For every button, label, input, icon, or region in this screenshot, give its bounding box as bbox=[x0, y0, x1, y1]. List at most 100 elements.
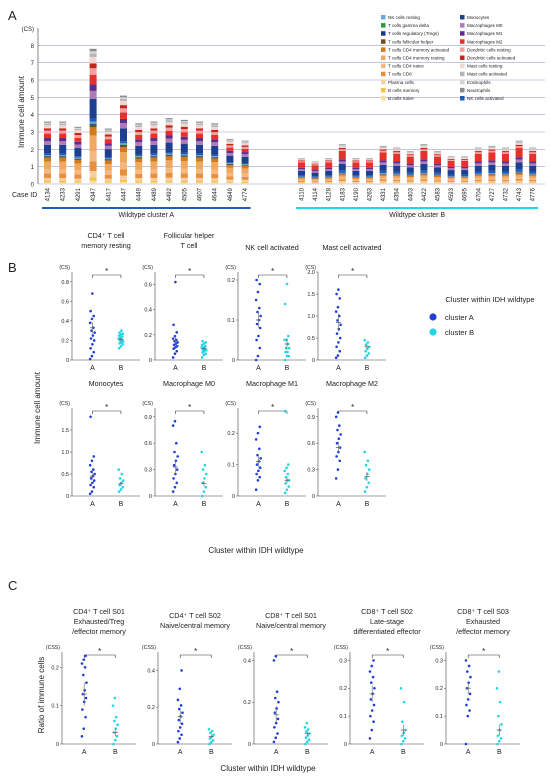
b-sub-point-a bbox=[171, 424, 175, 427]
a-bar-segment bbox=[104, 145, 112, 150]
a-bar-segment bbox=[120, 143, 127, 145]
a-bar-segment bbox=[325, 161, 333, 163]
a-bar-segment bbox=[393, 179, 401, 182]
a-bar-segment bbox=[502, 148, 509, 150]
c-sub-point-a bbox=[468, 709, 471, 712]
b-sub-point-a bbox=[176, 455, 179, 458]
a-bar-segment bbox=[120, 123, 127, 129]
a-bar-segment bbox=[196, 178, 203, 182]
a-bar-segment bbox=[89, 90, 97, 99]
a-bar-segment bbox=[44, 138, 51, 142]
a-bar-segment bbox=[325, 177, 333, 179]
c-sub-point-b bbox=[497, 670, 501, 673]
a-bar-segment bbox=[529, 179, 537, 182]
c-sub-point-a bbox=[373, 686, 376, 690]
c-sub-tick-label: 0.2 bbox=[243, 700, 251, 706]
a-bar-segment bbox=[150, 181, 158, 183]
a-bar-segment bbox=[89, 177, 97, 181]
b-sub-point-a bbox=[258, 425, 262, 429]
a-bar-segment bbox=[150, 155, 158, 156]
b-sub-tick-label: 0.9 bbox=[144, 415, 152, 421]
b-sub-point-a bbox=[338, 349, 342, 353]
a-bar-segment bbox=[89, 74, 97, 85]
a-bar-segment bbox=[165, 135, 173, 139]
a-bar-segment bbox=[165, 153, 173, 155]
a-bar-segment bbox=[529, 148, 537, 150]
a-bar-segment bbox=[461, 157, 469, 158]
b-sub-point-a bbox=[257, 334, 260, 338]
a-legend-swatch bbox=[460, 39, 465, 44]
c-sub-point-b bbox=[305, 740, 309, 744]
b-sub-point-a bbox=[337, 437, 341, 441]
a-bar-segment bbox=[196, 130, 203, 134]
a-bar-segment bbox=[338, 181, 346, 183]
a-bar-segment bbox=[226, 162, 234, 164]
c-sub-title: Exhausted bbox=[466, 617, 500, 626]
b-sub-sig-star: * bbox=[105, 403, 108, 412]
c-sub-point-a bbox=[274, 654, 278, 658]
a-bar-segment bbox=[44, 130, 51, 134]
c-sub-point-a bbox=[84, 715, 87, 719]
c-sub-unit: (CSS) bbox=[142, 645, 156, 651]
a-bar-segment bbox=[474, 161, 482, 164]
a-legend-label: Mast cells resting bbox=[467, 64, 503, 69]
c-sub-tick-label: 0 bbox=[152, 742, 155, 748]
b-sub-point-a bbox=[336, 354, 340, 357]
b-sub-point-a bbox=[256, 290, 260, 294]
a-bar-segment bbox=[211, 123, 219, 125]
c-sub-tick-label: 0.4 bbox=[147, 668, 155, 674]
c-sub-point-b bbox=[113, 696, 117, 700]
a-bar-segment bbox=[529, 151, 537, 153]
a-bar-segment bbox=[529, 147, 537, 149]
a-bar-segment bbox=[311, 163, 319, 165]
b-sub-tick-label: 0.1 bbox=[227, 463, 235, 469]
a-bar-segment bbox=[150, 182, 158, 184]
a-bar-segment bbox=[298, 178, 305, 180]
a-bar-segment bbox=[474, 175, 482, 177]
b-sub-point-a bbox=[175, 349, 179, 353]
a-bar-segment bbox=[379, 175, 387, 178]
c-sub-point-b bbox=[305, 721, 309, 725]
b-sub-title: NK cell activated bbox=[245, 243, 299, 252]
a-bar-segment bbox=[104, 130, 112, 132]
a-bar-segment bbox=[474, 153, 482, 162]
a-bar-segment bbox=[226, 139, 234, 141]
a-bar-segment bbox=[241, 162, 249, 165]
a-bar-segment bbox=[366, 182, 373, 183]
c-sub-point-a bbox=[372, 720, 375, 723]
a-case-id: 4263 bbox=[368, 187, 374, 201]
c-sub-title: CD8⁺ T cell S03 bbox=[457, 607, 509, 616]
c-sub-point-a bbox=[80, 662, 84, 665]
a-bar-segment bbox=[120, 152, 127, 163]
a-bar-segment bbox=[434, 177, 441, 179]
a-bar-segment bbox=[352, 177, 360, 179]
b-sub-point-a bbox=[172, 477, 175, 480]
c-sub-point-a bbox=[465, 703, 468, 707]
a-bar-segment bbox=[338, 179, 346, 182]
a-bar-segment bbox=[135, 181, 143, 183]
c-sub-point-a bbox=[466, 698, 470, 701]
a-bar-segment bbox=[447, 160, 455, 167]
c-sub-sig-star: * bbox=[482, 647, 485, 656]
a-bar-segment bbox=[420, 147, 428, 150]
a-bar-segment bbox=[226, 165, 234, 168]
a-bar-segment bbox=[352, 180, 360, 183]
a-bar-segment bbox=[89, 180, 97, 184]
a-bar-segment bbox=[298, 177, 305, 179]
b-sub-point-b bbox=[201, 351, 204, 354]
b-sub-point-a bbox=[336, 468, 340, 471]
b-sub-x-tick: A bbox=[173, 365, 178, 372]
b-sub-tick-label: 0 bbox=[149, 358, 152, 364]
b-sub-point-a bbox=[172, 347, 175, 350]
a-bar-segment bbox=[241, 168, 249, 174]
a-bar-segment bbox=[393, 181, 401, 183]
a-bar-segment bbox=[104, 143, 112, 146]
a-bar-segment bbox=[226, 181, 234, 183]
b-sub-point-b bbox=[283, 302, 287, 306]
b-sub-tick-label: 0.2 bbox=[227, 431, 235, 437]
a-bar-segment bbox=[338, 182, 346, 184]
a-legend-label: T cells CD4 memory activated bbox=[388, 47, 450, 52]
a-bar-segment bbox=[150, 125, 158, 129]
a-bar-segment bbox=[120, 95, 127, 98]
a-bar-segment bbox=[338, 144, 346, 145]
